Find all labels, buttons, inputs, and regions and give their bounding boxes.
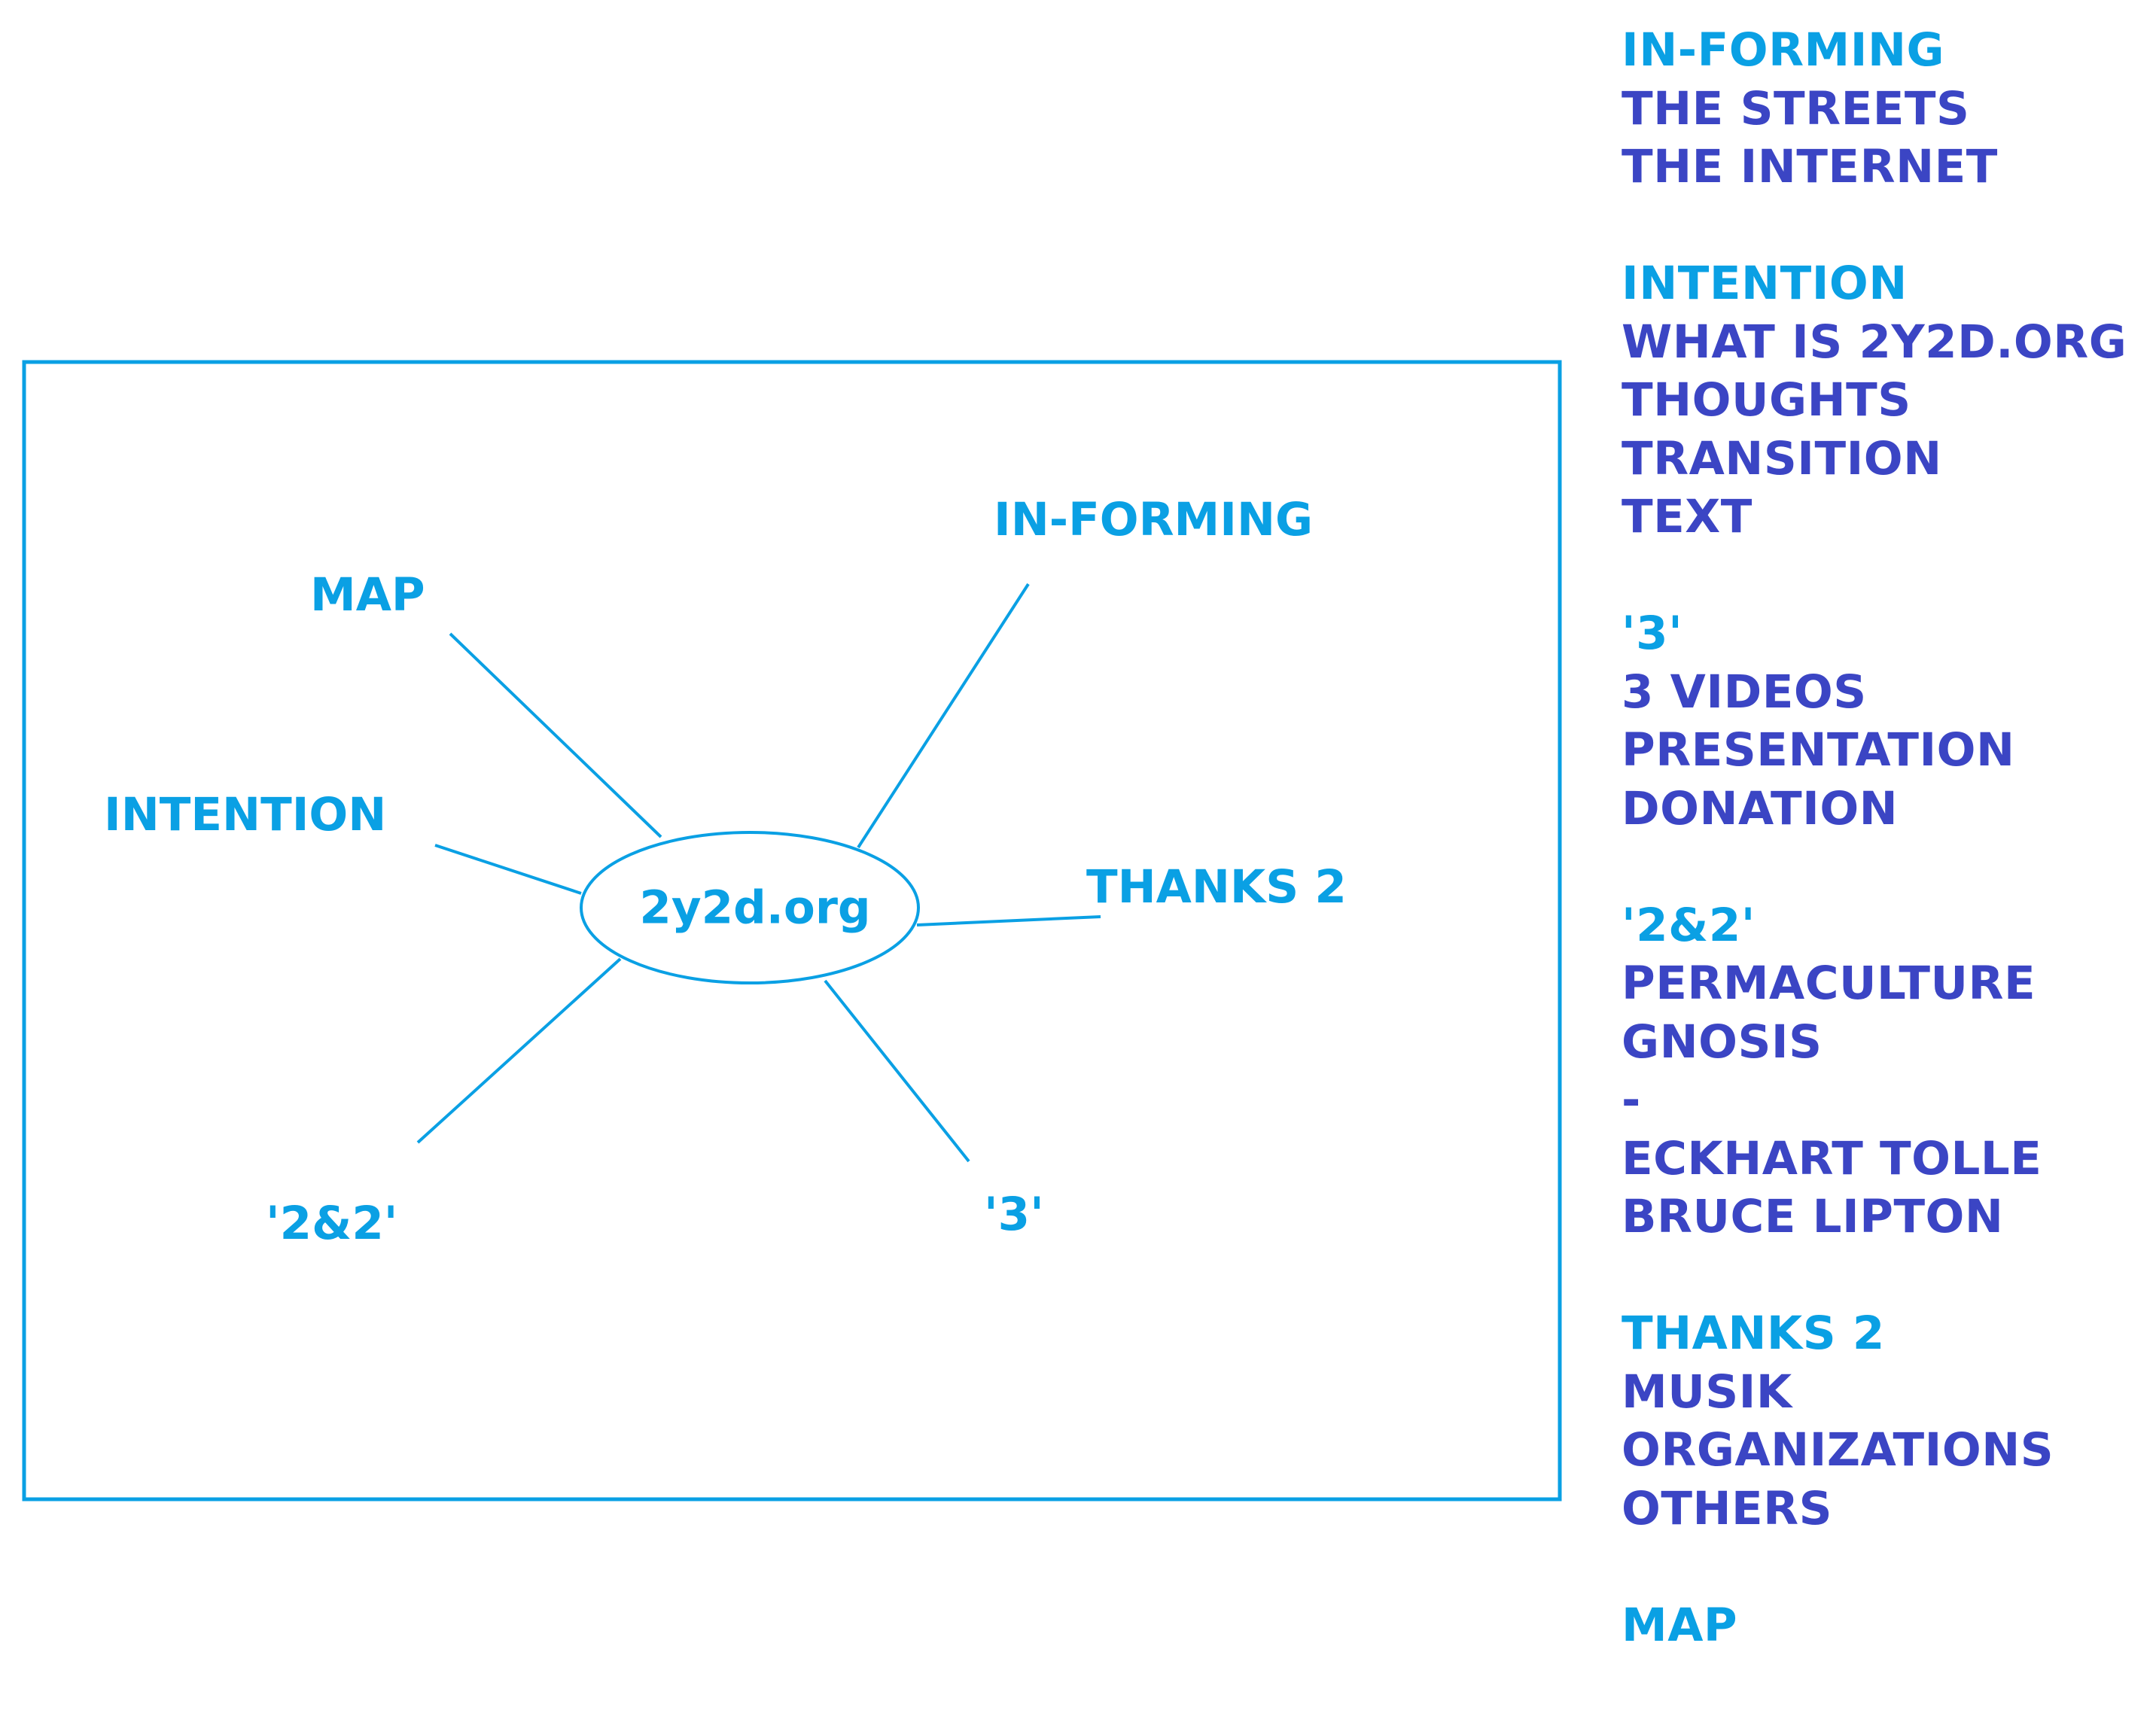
sidebar-link-gnosis[interactable]: GNOSIS [1622,1015,1823,1069]
connector-intention [434,844,582,895]
connector-informing [857,583,1030,849]
node-map[interactable]: MAP [310,568,425,622]
node-intention[interactable]: INTENTION [104,788,386,841]
sidebar-title-intention[interactable]: INTENTION [1622,257,1908,310]
sidebar-link-permaculture[interactable]: PERMACULTURE [1622,957,2036,1010]
sidebar-nav: IN-FORMING THE STREETS THE INTERNET INTE… [1622,21,2148,1713]
sidebar-section-three: '3' 3 VIDEOS PRESENTATION DONATION [1622,604,2148,838]
node-thanks2[interactable]: THANKS 2 [1086,860,1347,914]
connector-thanks2 [916,915,1101,926]
sidebar-link-others[interactable]: OTHERS [1622,1481,1833,1535]
sidebar-section-thanks2: THANKS 2 MUSIK ORGANIZATIONS OTHERS [1622,1304,2148,1538]
sidebar-section-intention: INTENTION WHAT IS 2Y2D.ORG THOUGHTS TRAN… [1622,254,2148,546]
sidebar-title-informing[interactable]: IN-FORMING [1622,23,1945,77]
sidebar-link-the-internet[interactable]: THE INTERNET [1622,140,1998,193]
connector-three [824,979,970,1163]
sidebar-link-presentation[interactable]: PRESENTATION [1622,723,2015,777]
sidebar-link-transition[interactable]: TRANSITION [1622,431,1942,485]
sidebar-link-text[interactable]: TEXT [1622,490,1753,543]
sidebar-title-three[interactable]: '3' [1622,607,1683,660]
connector-twoandtwo [416,957,622,1144]
sidebar-title-thanks2[interactable]: THANKS 2 [1622,1307,1885,1360]
connector-map [449,632,662,838]
sidebar-link-thoughts[interactable]: THOUGHTS [1622,373,1911,427]
sidebar-link-the-streets[interactable]: THE STREETS [1622,81,1970,135]
node-twoandtwo[interactable]: '2&2' [266,1197,397,1250]
sidebar-link-what-is[interactable]: WHAT IS 2Y2D.ORG [1622,315,2127,369]
node-informing[interactable]: IN-FORMING [994,493,1313,546]
sidebar-title-map[interactable]: MAP [1622,1598,1738,1652]
sidebar-section-map: MAP [1622,1596,2148,1655]
center-hub[interactable] [580,831,920,984]
node-three[interactable]: '3' [984,1188,1044,1241]
sidebar-link-bruce-lipton[interactable]: BRUCE LIPTON [1622,1190,2004,1243]
sidebar-link-donation[interactable]: DONATION [1622,781,1899,835]
sidebar-link-musik[interactable]: MUSIK [1622,1365,1792,1419]
sidebar-section-informing: IN-FORMING THE STREETS THE INTERNET [1622,21,2148,196]
sidebar-link-3-videos[interactable]: 3 VIDEOS [1622,665,1867,719]
diagram-frame [22,360,1562,1502]
sidebar-section-twoandtwo: '2&2' PERMACULTURE GNOSIS - ECKHART TOLL… [1622,896,2148,1246]
sidebar-link-eckhart-tolle[interactable]: ECKHART TOLLE [1622,1131,2042,1185]
sidebar-title-twoandtwo[interactable]: '2&2' [1622,898,1756,952]
sidebar-link-organizations[interactable]: ORGANIZATIONS [1622,1423,2054,1477]
center-hub-label[interactable]: 2y2d.org [639,881,870,935]
sidebar-separator: - [1622,1073,1641,1127]
